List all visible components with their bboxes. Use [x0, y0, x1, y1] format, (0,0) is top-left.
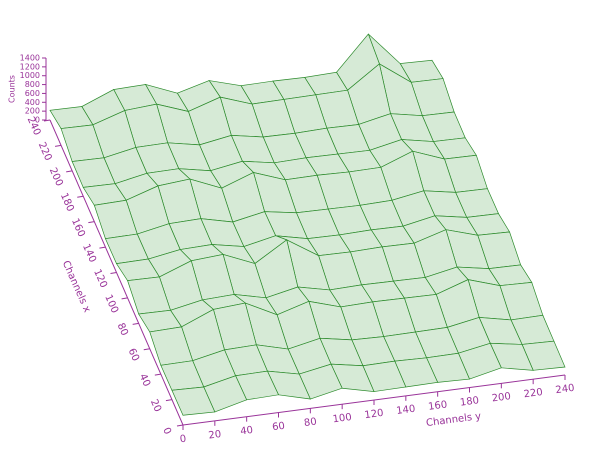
y-tick-label: 180 [459, 395, 479, 408]
z-tick-label: 1000 [20, 71, 40, 80]
x-tick-label: 220 [36, 141, 54, 163]
x-tick-label: 100 [102, 293, 120, 315]
x-tick [154, 373, 161, 376]
z-tick-label: 200 [25, 107, 40, 116]
x-tick-label: 120 [91, 268, 109, 290]
x-tick-label: 20 [148, 398, 163, 414]
x-tick [77, 195, 84, 198]
z-tick-label: 400 [25, 98, 40, 107]
x-tick [99, 246, 106, 249]
y-tick-label: 80 [303, 417, 317, 430]
y-tick-label: 60 [272, 421, 286, 434]
y-tick-label: 240 [555, 383, 575, 396]
z-tick-label: 1200 [20, 62, 40, 71]
surface-cell [171, 386, 216, 416]
y-axis-title: Channels y [425, 411, 481, 429]
x-tick-label: 0 [160, 426, 173, 436]
x-tick-label: 40 [137, 372, 152, 388]
x-tick [132, 322, 139, 325]
x-tick-label: 180 [58, 191, 76, 213]
x-tick [55, 144, 62, 147]
x-tick [110, 272, 117, 274]
x-axis-title: Channels x [60, 259, 93, 314]
x-tick-label: 160 [69, 217, 87, 239]
y-tick-label: 100 [332, 412, 352, 425]
x-tick [165, 399, 172, 402]
y-tick-label: 160 [428, 399, 448, 412]
z-tick-label: 1400 [20, 54, 40, 63]
y-tick-label: 20 [208, 429, 222, 442]
x-tick [88, 221, 95, 224]
z-axis-title: Counts [8, 75, 17, 103]
x-tick [121, 297, 128, 300]
x-tick [176, 424, 184, 427]
x-tick-label: 140 [80, 242, 98, 264]
z-tick-label: 0 [35, 116, 40, 125]
y-tick-label: 0 [179, 434, 187, 446]
y-tick-label: 140 [396, 404, 416, 417]
y-tick-label: 200 [491, 391, 511, 404]
y-tick-label: 220 [523, 387, 543, 400]
x-tick [143, 348, 150, 351]
x-tick-label: 60 [126, 347, 141, 363]
z-tick-label: 800 [25, 80, 40, 89]
x-tick-label: 200 [47, 166, 65, 188]
x-tick [66, 170, 73, 173]
z-tick-label: 600 [25, 89, 40, 98]
y-tick-label: 40 [240, 425, 254, 438]
x-tick [43, 119, 51, 122]
y-tick-label: 120 [364, 408, 384, 421]
x-tick-label: 80 [115, 321, 130, 337]
